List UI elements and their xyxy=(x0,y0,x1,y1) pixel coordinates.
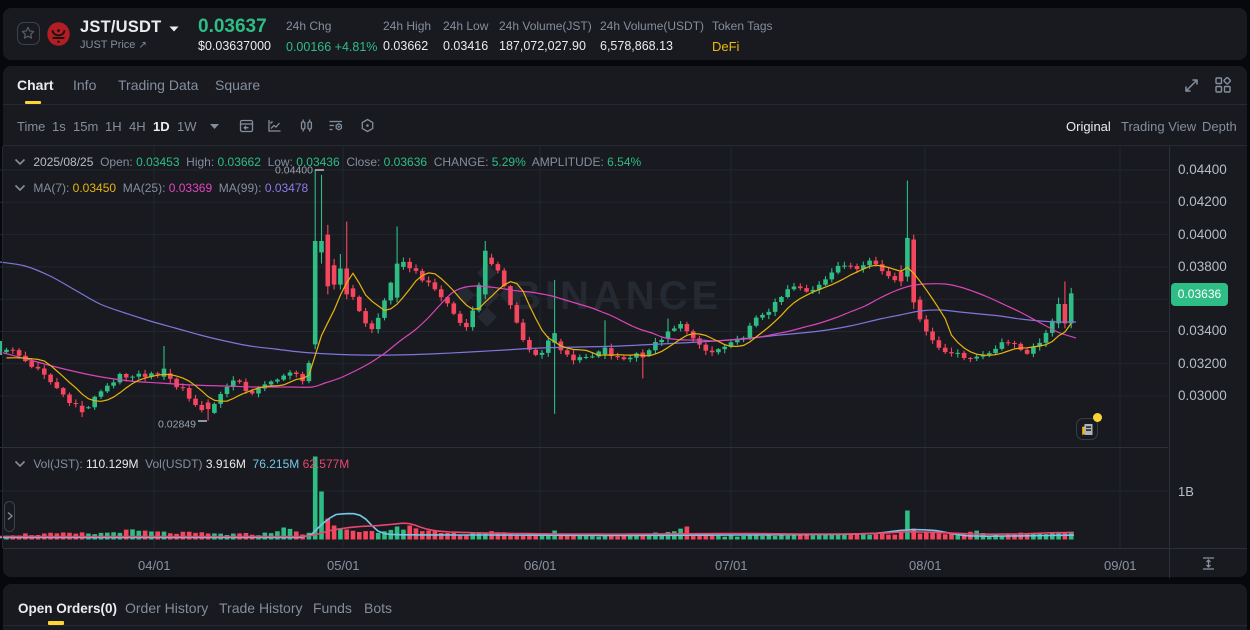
svg-text:0.02849: 0.02849 xyxy=(158,419,196,431)
svg-text:BINANCE: BINANCE xyxy=(512,274,722,318)
svg-text:0.04400: 0.04400 xyxy=(275,165,313,177)
